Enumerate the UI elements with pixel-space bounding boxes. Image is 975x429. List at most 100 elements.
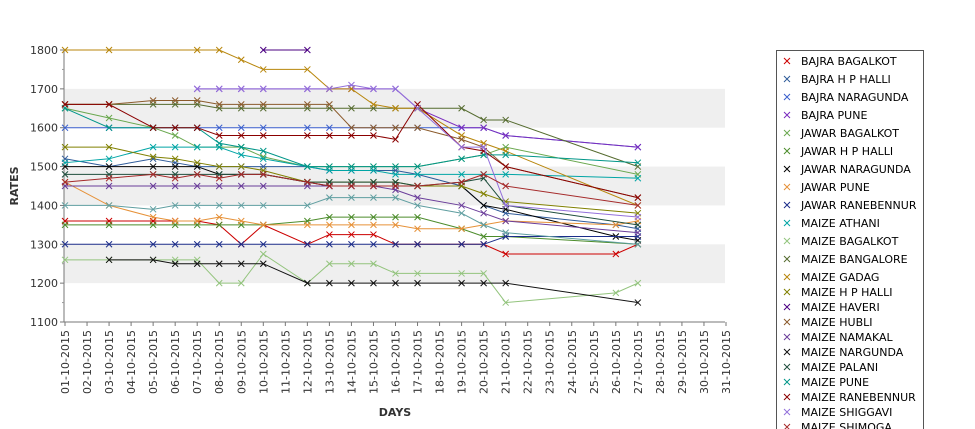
data-point-marker <box>171 124 179 132</box>
data-point-marker <box>414 124 421 132</box>
data-point-marker <box>502 116 510 124</box>
data-point-marker <box>348 104 355 112</box>
data-point-marker <box>237 163 245 170</box>
data-point-marker <box>215 260 223 268</box>
data-point-marker <box>105 143 113 151</box>
data-point-marker <box>237 132 245 139</box>
data-point-marker <box>480 124 487 132</box>
data-point-marker <box>304 101 311 108</box>
y-tick-label: 1200 <box>30 277 58 290</box>
data-point-marker <box>502 163 510 170</box>
series-group <box>61 194 642 248</box>
legend-marker <box>783 237 791 245</box>
data-point-marker <box>370 231 377 238</box>
legend-marker <box>783 333 791 341</box>
data-point-marker <box>326 101 333 108</box>
data-point-marker <box>304 66 311 73</box>
data-point-marker <box>237 143 245 151</box>
data-point-marker <box>348 124 355 132</box>
data-point-marker <box>149 153 157 161</box>
y-tick-label: 1700 <box>30 83 58 96</box>
series-group <box>61 143 642 182</box>
data-point-marker <box>348 240 355 248</box>
data-point-marker <box>259 132 267 139</box>
data-point-marker <box>171 132 179 139</box>
data-point-marker <box>634 143 642 151</box>
data-point-marker <box>502 151 510 159</box>
data-point-marker <box>414 213 421 221</box>
legend-marker <box>783 111 791 119</box>
data-point-marker <box>259 85 267 93</box>
data-point-marker <box>370 221 377 229</box>
series-group <box>61 170 642 209</box>
data-point-marker <box>304 240 311 248</box>
data-point-marker <box>370 182 377 190</box>
data-point-marker <box>259 240 267 248</box>
data-point-marker <box>414 182 421 190</box>
data-point-marker <box>193 202 201 209</box>
data-point-marker <box>370 101 377 108</box>
legend-marker <box>783 165 791 173</box>
data-point-marker <box>370 240 377 248</box>
legend-label: MAIZE RANEBENNUR <box>801 391 916 404</box>
legend-label: MAIZE SHIGGAVI <box>801 406 892 419</box>
legend-marker <box>783 183 791 191</box>
data-point-marker <box>193 97 201 104</box>
data-point-marker <box>392 240 399 248</box>
y-tick-label: 1300 <box>30 238 58 251</box>
x-tick-label: 12-10-2015 <box>301 330 314 394</box>
data-point-marker <box>634 279 642 287</box>
data-point-marker <box>304 46 311 54</box>
legend-marker <box>783 408 791 416</box>
data-point-marker <box>61 202 69 209</box>
x-tick-label: 23-10-2015 <box>544 330 557 394</box>
data-point-marker <box>259 170 267 178</box>
data-point-marker <box>61 46 69 54</box>
data-point-marker <box>392 170 399 178</box>
data-point-marker <box>326 231 333 238</box>
data-point-marker <box>502 202 510 209</box>
x-tick-label: 31-10-2015 <box>720 330 733 394</box>
data-point-marker <box>259 101 267 108</box>
data-point-marker <box>480 233 487 240</box>
data-point-marker <box>215 132 223 139</box>
data-point-marker <box>237 170 245 178</box>
data-point-marker <box>326 124 333 132</box>
series-line <box>65 103 638 199</box>
data-point-marker <box>414 270 421 277</box>
data-point-marker <box>105 101 113 108</box>
data-point-marker <box>502 132 510 139</box>
data-point-marker <box>149 163 157 170</box>
data-point-marker <box>304 221 311 229</box>
data-point-marker <box>304 124 311 132</box>
x-tick-label: 29-10-2015 <box>676 330 689 394</box>
series-line <box>65 236 638 245</box>
data-point-marker <box>304 202 311 209</box>
data-point-marker <box>193 143 201 151</box>
data-point-marker <box>105 114 113 122</box>
series-line <box>65 197 638 245</box>
data-point-marker <box>105 221 113 229</box>
data-point-marker <box>370 194 377 202</box>
data-point-marker <box>348 260 355 268</box>
data-point-marker <box>326 279 333 287</box>
data-point-marker <box>105 182 113 190</box>
x-tick-label: 07-10-2015 <box>191 330 204 394</box>
x-tick-label: 20-10-2015 <box>478 330 491 394</box>
x-tick-label: 27-10-2015 <box>632 330 645 394</box>
data-point-marker <box>105 46 113 54</box>
data-point-marker <box>237 260 245 268</box>
legend-marker <box>783 201 791 209</box>
data-point-marker <box>237 56 245 64</box>
data-point-marker <box>149 256 157 264</box>
data-point-marker <box>458 202 465 209</box>
series-line <box>197 84 638 218</box>
legend-label: MAIZE BANGALORE <box>801 253 908 266</box>
data-point-marker <box>237 101 245 108</box>
legend-label: JAWAR RANEBENNUR <box>800 199 917 212</box>
legend-label: MAIZE PUNE <box>801 376 869 389</box>
data-point-marker <box>634 221 642 229</box>
data-point-marker <box>480 279 487 287</box>
data-point-marker <box>458 270 465 277</box>
data-point-marker <box>392 124 399 132</box>
